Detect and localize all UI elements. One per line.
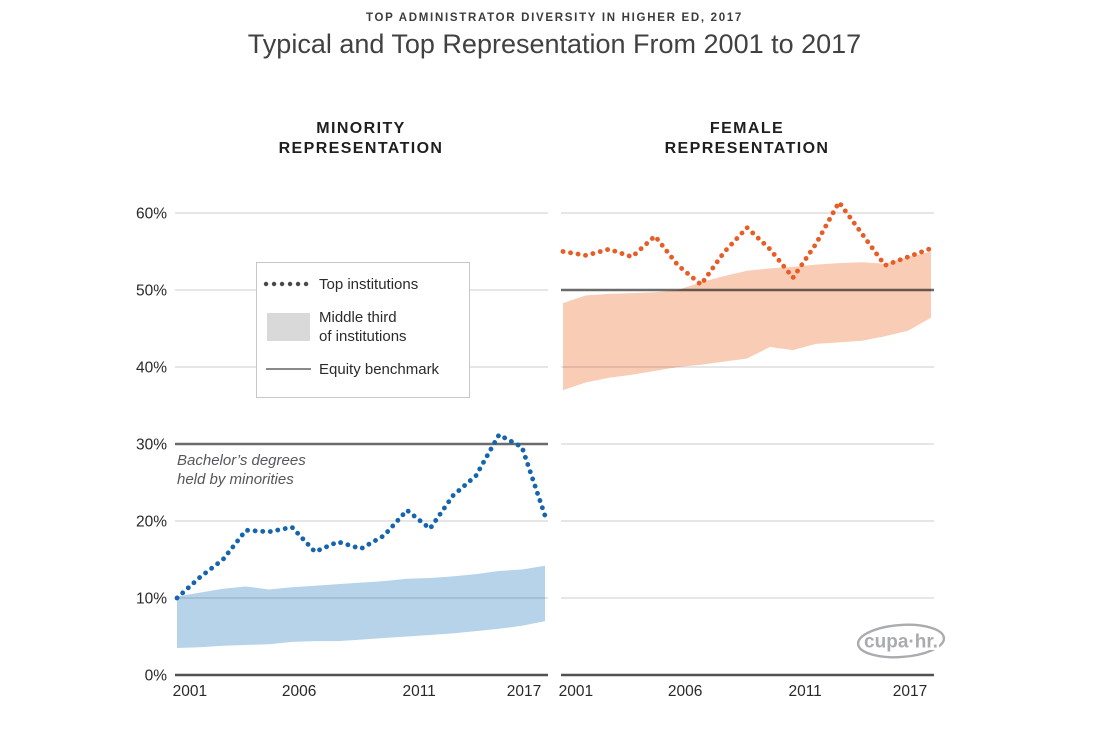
x-tick-label: 2017 <box>893 683 927 700</box>
page-title: Typical and Top Representation From 2001… <box>247 29 862 59</box>
legend-item-equity-benchmark: Equity benchmark <box>257 356 469 382</box>
minority-chart-group: 2001 2006 2011 2017 0% 10% 20% 30% 40% 50% 60% <box>136 206 548 700</box>
panel-title-line: MINORITY <box>316 120 406 137</box>
panel-title-line: FEMALE <box>709 120 785 137</box>
top-institutions-dotted-line <box>560 199 934 288</box>
panel-title-minority: MINORITY REPRESENTATION <box>177 119 545 159</box>
legend-item-top-institutions: Top institutions <box>257 270 469 298</box>
x-tick-label: 2017 <box>507 683 541 700</box>
y-tick-label: 60% <box>136 206 167 223</box>
x-tick-label: 2001 <box>559 683 593 700</box>
x-tick-label: 2011 <box>788 683 821 700</box>
panel-title-line: REPRESENTATION <box>664 140 830 157</box>
legend-label-line: Middle third <box>319 309 397 326</box>
panel-title-female: FEMALE REPRESENTATION <box>563 119 931 159</box>
benchmark-annotation-line: Bachelor’s degrees <box>177 452 306 469</box>
y-tick-label: 20% <box>136 514 167 531</box>
y-tick-label: 10% <box>136 591 167 608</box>
panel-title-line: REPRESENTATION <box>278 140 444 157</box>
legend-item-middle-third: Middle third of institutions <box>257 305 469 349</box>
logo-swoosh <box>856 623 946 659</box>
cupahr-logo: cupa·hr. <box>855 614 947 668</box>
middle-third-band <box>563 251 931 391</box>
middle-third-band <box>177 565 545 648</box>
line-swatch-icon <box>257 368 319 370</box>
legend-label: Equity benchmark <box>319 360 440 378</box>
dotted-line-swatch-icon <box>257 281 319 287</box>
female-chart-group: 2001 2006 2011 2017 <box>559 199 934 700</box>
benchmark-annotation-line: held by minorities <box>177 471 294 488</box>
eyebrow-title: TOP ADMINISTRATOR DIVERSITY IN HIGHER ED… <box>365 12 744 24</box>
y-tick-label: 30% <box>136 437 167 454</box>
legend-label: Top institutions <box>319 275 419 293</box>
y-tick-label: 50% <box>136 283 167 300</box>
legend-label-line: of institutions <box>319 328 407 345</box>
logo-text: cupa·hr. <box>864 632 938 653</box>
benchmark-annotation: Bachelor’s degrees held by minorities <box>177 451 306 489</box>
y-tick-label: 40% <box>136 360 167 377</box>
legend: Top institutions Middle third of institu… <box>256 262 470 398</box>
x-tick-label: 2006 <box>282 683 316 700</box>
legend-label: Middle third of institutions <box>319 308 407 346</box>
x-tick-label: 2001 <box>173 683 207 700</box>
y-tick-label: 0% <box>145 668 168 685</box>
x-tick-label: 2011 <box>402 683 435 700</box>
top-institutions-dotted-line <box>174 432 548 601</box>
band-swatch-icon <box>257 313 319 341</box>
x-tick-label: 2006 <box>668 683 702 700</box>
